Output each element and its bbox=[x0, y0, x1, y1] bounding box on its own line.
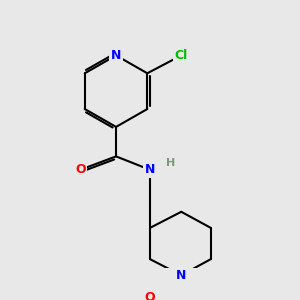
Text: O: O bbox=[75, 163, 86, 176]
Text: N: N bbox=[111, 49, 121, 62]
Text: Cl: Cl bbox=[175, 49, 188, 62]
Text: O: O bbox=[145, 291, 155, 300]
Text: N: N bbox=[176, 269, 187, 282]
Text: H: H bbox=[166, 158, 175, 168]
Text: N: N bbox=[145, 163, 155, 176]
